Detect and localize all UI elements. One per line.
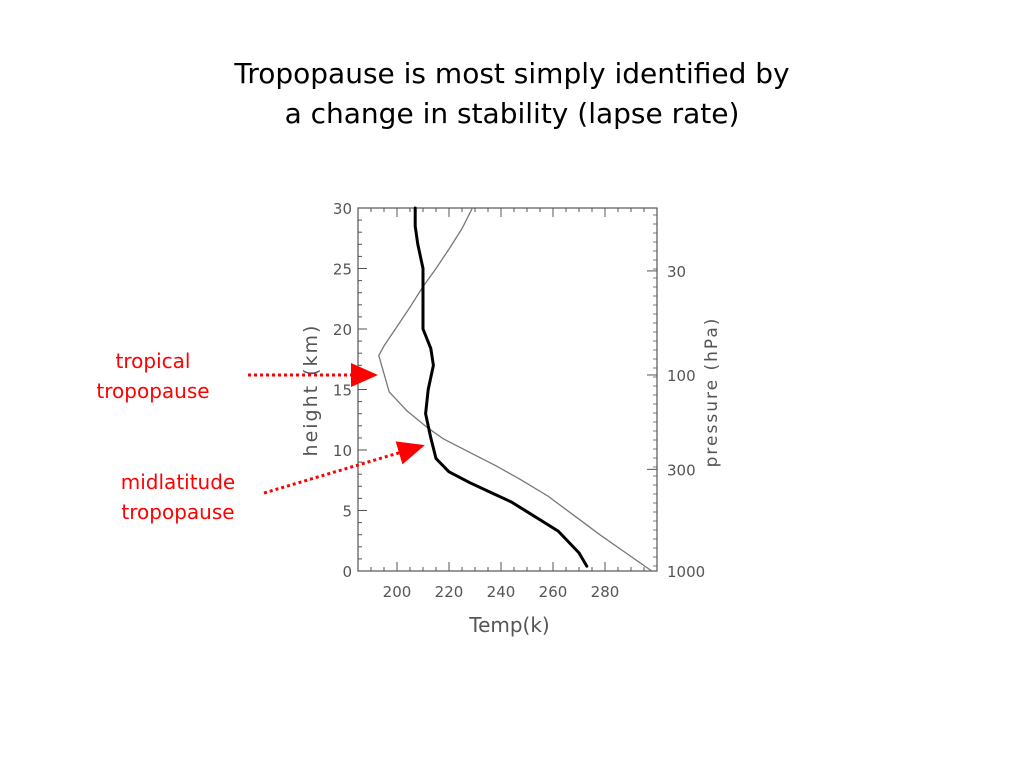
x-tick-label: 240 <box>487 583 516 601</box>
title-line-2: a change in stability (lapse rate) <box>284 97 740 130</box>
y-tick-label: 10 <box>333 442 352 460</box>
midlatitude-callout-line-1: midlatitude <box>120 470 236 494</box>
y2-tick-label: 300 <box>667 461 696 479</box>
title-line-1: Tropopause is most simply identified by <box>234 57 790 90</box>
x-tick-label: 280 <box>591 583 620 601</box>
midlatitude-profile-line <box>413 206 589 568</box>
x-tick-label: 220 <box>435 583 464 601</box>
y2-axis-title: pressure (hPa) <box>702 317 722 468</box>
tropical-tropopause-callout: tropical tropopause <box>78 346 228 406</box>
x-tick-label: 200 <box>383 583 412 601</box>
y-tick-label: 25 <box>333 261 352 279</box>
y-tick-label: 5 <box>342 503 352 521</box>
slide-title: Tropopause is most simply identified by … <box>112 54 912 134</box>
x-tick-label: 260 <box>539 583 568 601</box>
midlatitude-callout-line-2: tropopause <box>121 500 235 524</box>
tropical-callout-line-2: tropopause <box>96 379 210 403</box>
y2-tick-label: 100 <box>667 367 696 385</box>
y-tick-label: 30 <box>333 200 352 218</box>
y2-tick-label: 1000 <box>667 563 705 581</box>
y-tick-label: 0 <box>342 563 352 581</box>
tropical-profile-line <box>378 207 653 572</box>
x-axis-title: Temp(k) <box>468 613 550 637</box>
y-tick-label: 15 <box>333 382 352 400</box>
midlatitude-tropopause-callout: midlatitude tropopause <box>98 467 258 527</box>
plot-frame <box>357 207 658 572</box>
y-axis-title: height (km) <box>300 324 322 457</box>
tropical-callout-line-1: tropical <box>115 349 191 373</box>
y-tick-label: 20 <box>333 321 352 339</box>
y2-tick-label: 30 <box>667 263 686 281</box>
